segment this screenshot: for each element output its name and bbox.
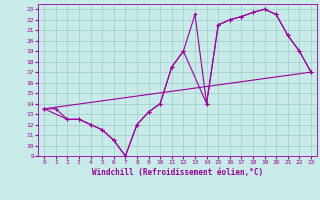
X-axis label: Windchill (Refroidissement éolien,°C): Windchill (Refroidissement éolien,°C) <box>92 168 263 177</box>
